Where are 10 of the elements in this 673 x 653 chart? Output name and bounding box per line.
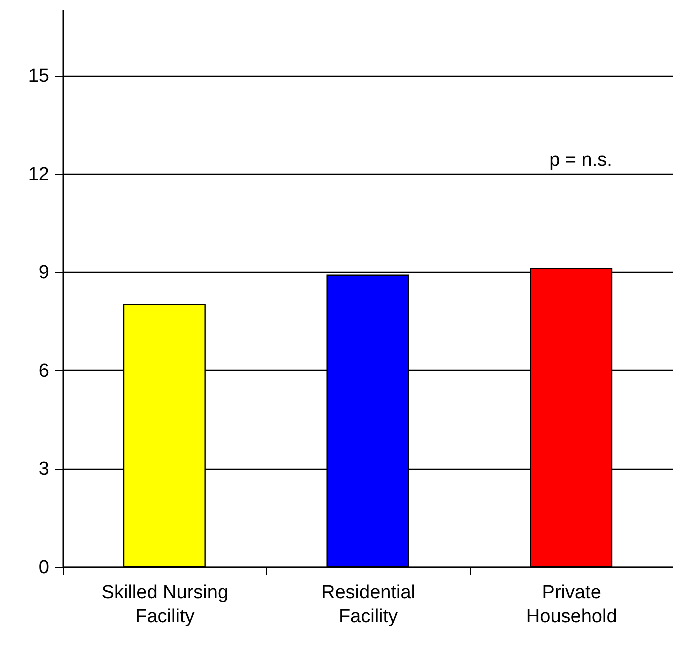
x-tick-label: Skilled Nursing Facility [102, 582, 229, 628]
y-tick-label: 15 [28, 66, 50, 88]
y-tick-label: 6 [38, 360, 50, 382]
y-tick-label: 9 [38, 262, 50, 284]
annotation: p = n.s. [550, 150, 612, 171]
y-tick-label: 3 [38, 459, 50, 480]
x-tick-label: Residential Facility [322, 582, 416, 628]
y-tick-label: 0 [38, 558, 50, 578]
x-tick-label: Private Household [526, 582, 618, 628]
y-tick-label: 12 [28, 164, 50, 186]
